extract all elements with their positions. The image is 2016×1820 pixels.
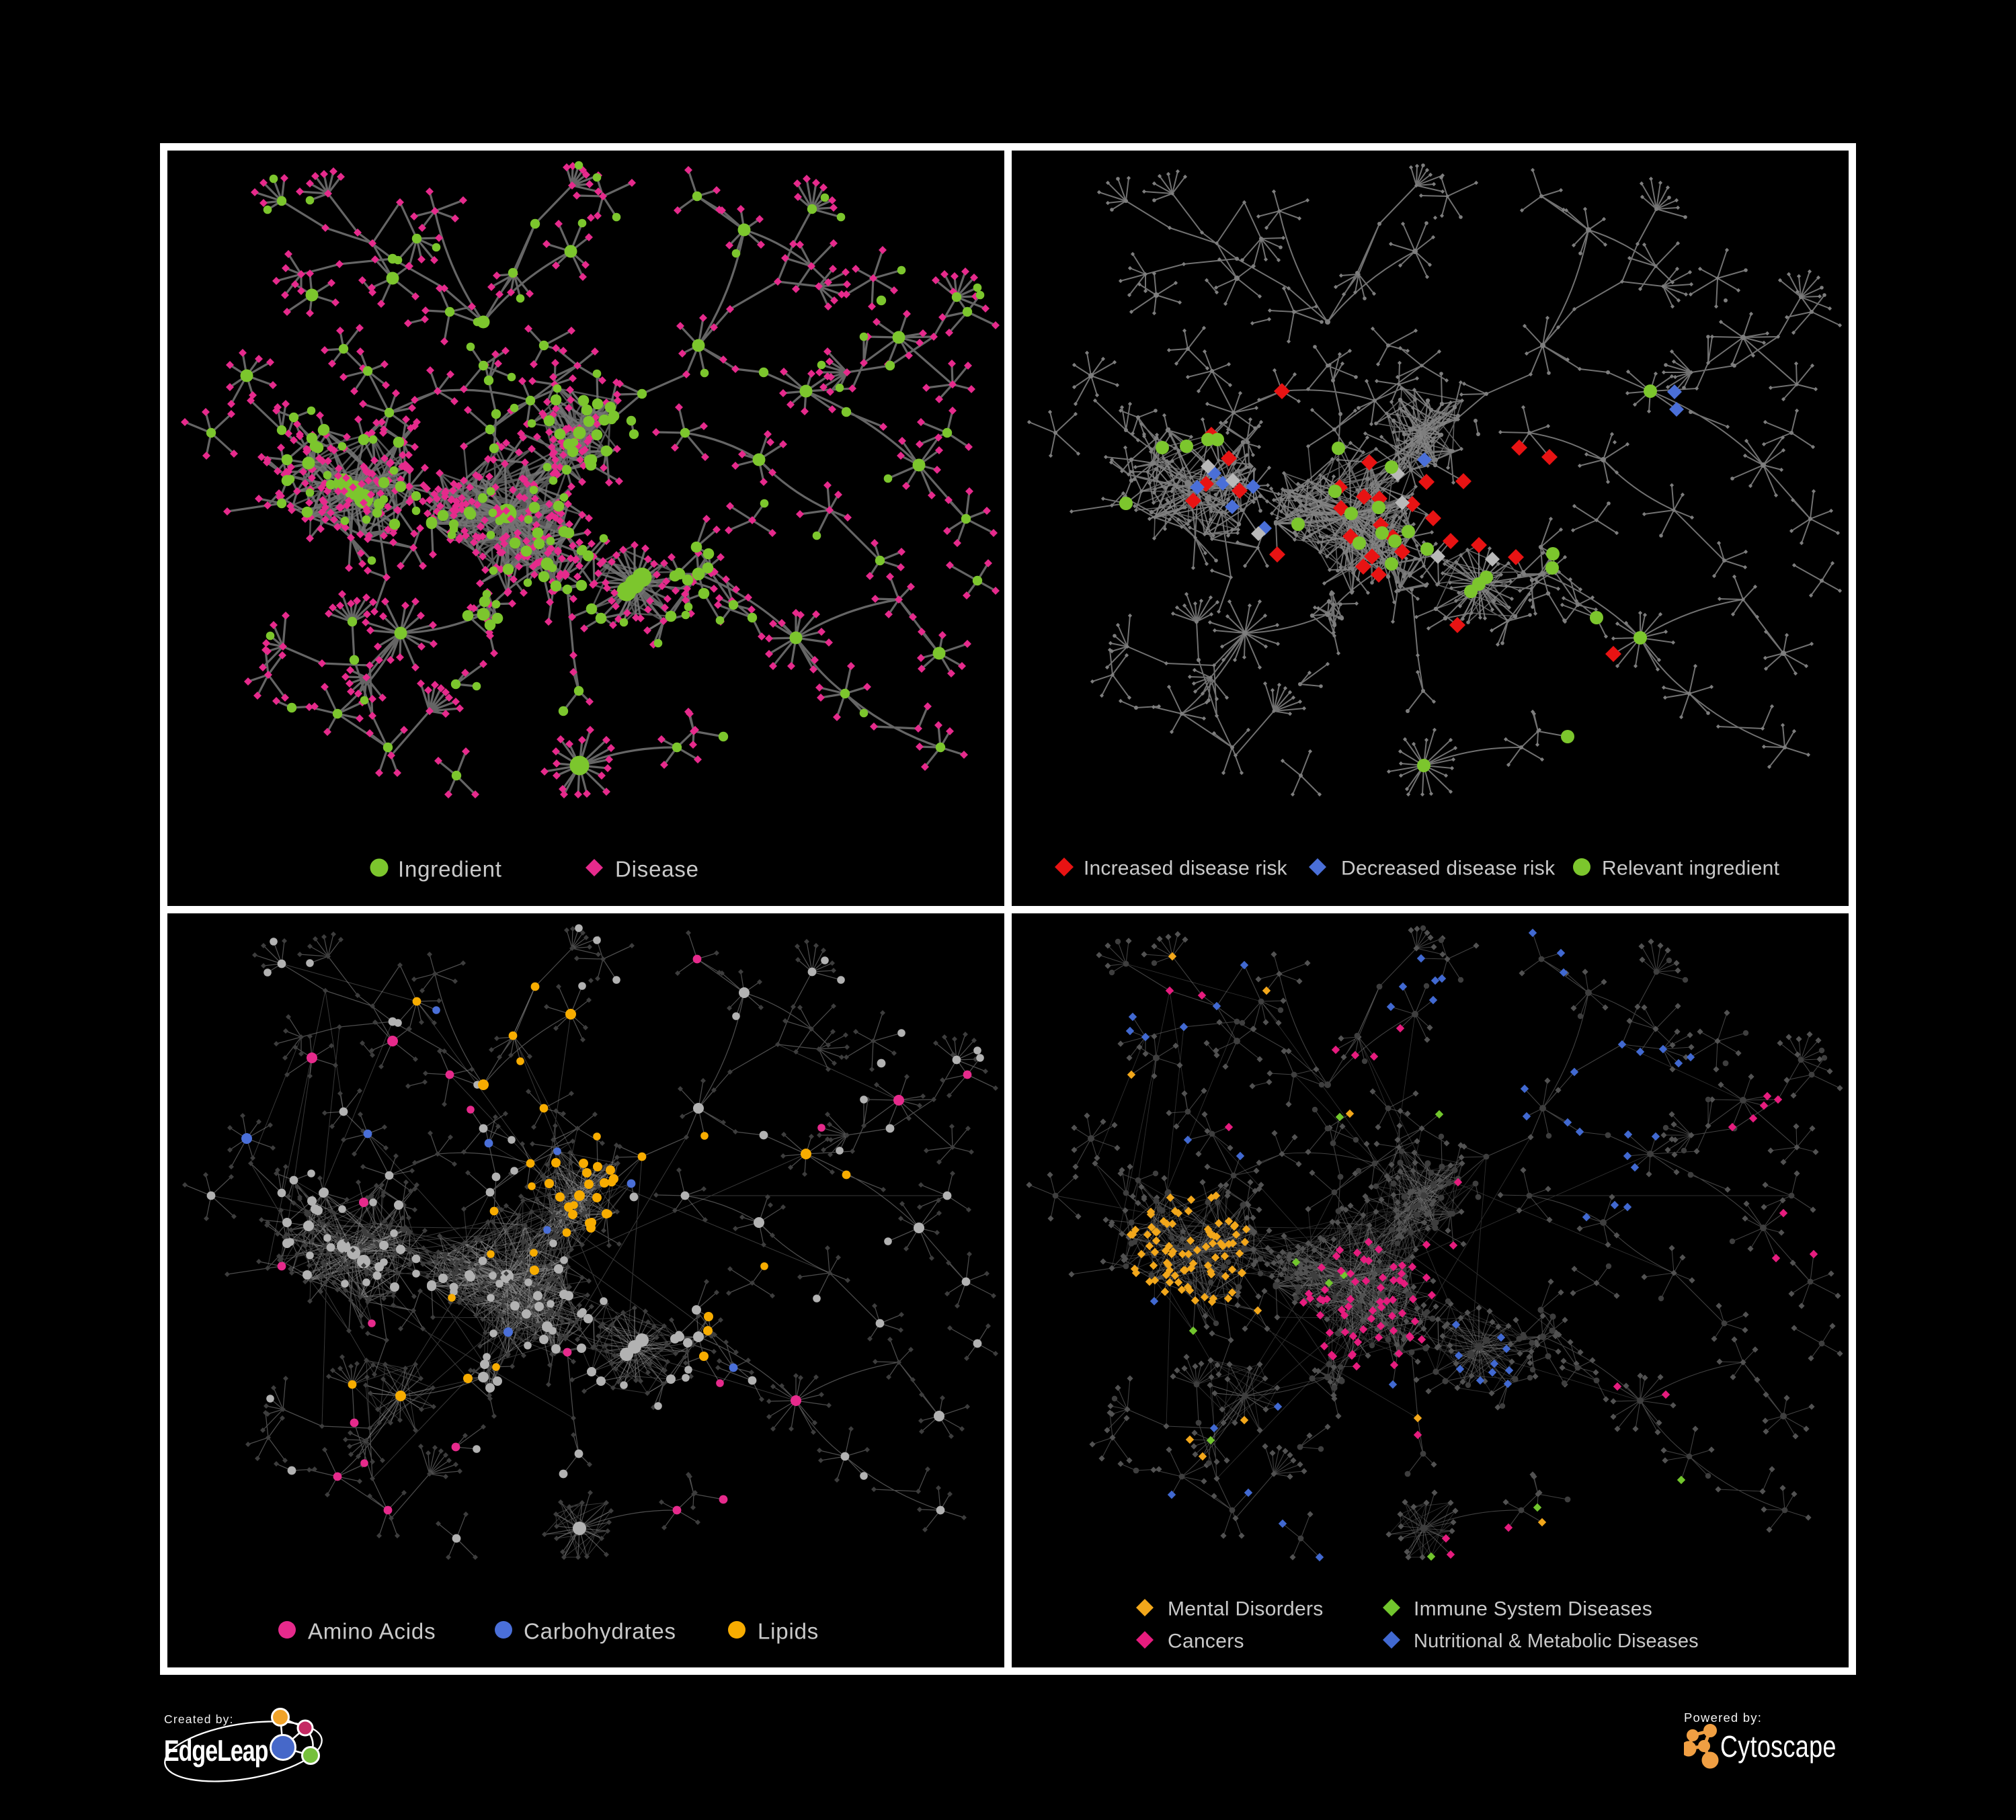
svg-text:Immune System Diseases: Immune System Diseases [1414,1598,1652,1620]
svg-text:Cancers: Cancers [1168,1630,1244,1653]
svg-text:Mental Disorders: Mental Disorders [1168,1598,1324,1620]
svg-text:Ingredient: Ingredient [398,857,502,882]
svg-text:Lipids: Lipids [758,1619,819,1644]
svg-text:Disease: Disease [615,857,699,882]
svg-text:Relevant ingredient: Relevant ingredient [1602,858,1780,880]
svg-text:Created by:: Created by: [164,1712,234,1726]
svg-text:Decreased disease risk: Decreased disease risk [1341,858,1556,880]
svg-text:Increased disease risk: Increased disease risk [1084,858,1288,880]
svg-text:Nutritional & Metabolic Diseas: Nutritional & Metabolic Diseases [1414,1630,1699,1652]
svg-text:Amino Acids: Amino Acids [308,1619,436,1644]
svg-text:Powered by:: Powered by: [1684,1710,1762,1725]
svg-text:EdgeLeap: EdgeLeap [164,1735,268,1768]
svg-text:Cytoscape: Cytoscape [1720,1729,1837,1764]
svg-text:Carbohydrates: Carbohydrates [524,1619,676,1644]
